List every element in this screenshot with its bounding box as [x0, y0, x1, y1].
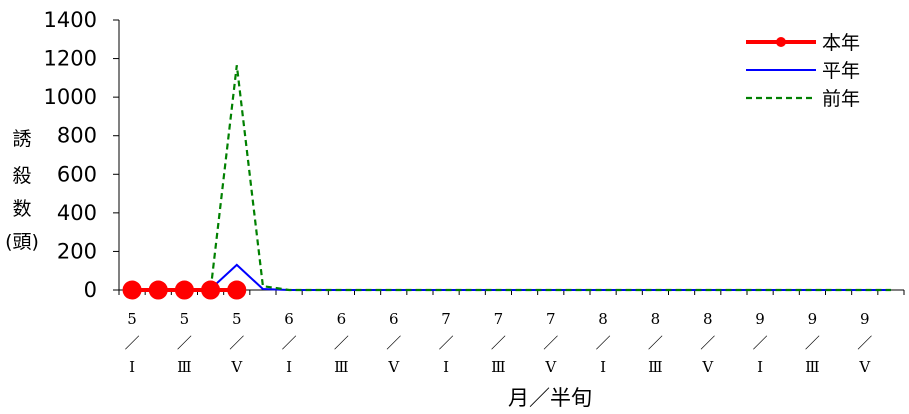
series-lines	[122, 65, 891, 300]
x-tick-label: 9	[808, 310, 818, 328]
legend-marker	[776, 37, 786, 47]
data-point	[174, 280, 194, 300]
x-tick-label: 6	[337, 310, 347, 328]
x-tick-label: ／	[805, 334, 820, 352]
x-tick-label: ／	[753, 334, 768, 352]
x-tick-label: Ⅴ	[387, 358, 400, 376]
data-point	[148, 280, 168, 300]
y-axis-label: 誘殺数 (頭)	[5, 128, 39, 253]
x-tick-label: Ⅲ	[805, 358, 819, 376]
x-tick-label: Ⅴ	[230, 358, 243, 376]
x-tick-label: ／	[648, 334, 663, 352]
x-tick-label: 8	[598, 310, 608, 328]
x-tick-label: Ⅴ	[544, 358, 557, 376]
legend-label: 本年	[822, 32, 860, 54]
x-tick-label: Ⅴ	[701, 358, 714, 376]
data-point	[122, 280, 142, 300]
y-tick-label: 1000	[44, 85, 97, 109]
x-tick-label: Ⅰ	[286, 358, 292, 376]
y-tick-label: 400	[57, 201, 97, 225]
x-tick-label: ／	[857, 334, 872, 352]
x-tick-label: ／	[177, 334, 192, 352]
x-tick-label: 5	[180, 310, 190, 328]
data-point	[227, 280, 247, 300]
x-tick-labels: 5 ／ Ⅰ 5 ／ Ⅲ 5 ／ Ⅴ 6 ／ Ⅰ 6 ／ Ⅲ 6 ／ Ⅴ 7 ／ Ⅰ 7 ／ Ⅲ 7 ／ Ⅴ 8 ／ Ⅰ 8 ／ Ⅲ 8 ／ Ⅴ 9 ／ Ⅰ 9…	[125, 310, 873, 376]
x-tick-label: Ⅰ	[757, 358, 763, 376]
x-tick-label: 6	[389, 310, 399, 328]
series-line-2	[132, 65, 891, 292]
x-tick-label: 8	[651, 310, 661, 328]
y-axis-label-part: 殺	[12, 165, 31, 187]
x-tick-label: 7	[494, 310, 504, 328]
x-tick-label: ／	[125, 334, 140, 352]
series-line-1	[132, 263, 891, 291]
x-tick-label: ／	[439, 334, 454, 352]
x-tick-label: ／	[229, 334, 244, 352]
x-tick-label: Ⅲ	[177, 358, 191, 376]
x-tick-label: Ⅰ	[129, 358, 135, 376]
x-tick-label: 5	[127, 310, 137, 328]
legend-label: 平年	[822, 60, 860, 82]
y-tick-label: 1400	[44, 8, 97, 32]
x-tick-label: Ⅲ	[491, 358, 505, 376]
y-tick-label: 200	[57, 239, 97, 263]
y-axis-label-part: (頭)	[5, 231, 39, 253]
axes	[113, 19, 905, 295]
x-tick-label: 6	[284, 310, 294, 328]
x-tick-label: ／	[282, 334, 297, 352]
x-tick-label: Ⅴ	[858, 358, 871, 376]
legend-label: 前年	[822, 88, 860, 110]
x-tick-label: ／	[334, 334, 349, 352]
y-axis-label-part: 誘	[12, 128, 31, 150]
x-tick-label: ／	[491, 334, 506, 352]
y-axis-label-part: 数	[12, 198, 31, 220]
x-tick-label: 8	[703, 310, 713, 328]
x-tick-label: Ⅰ	[600, 358, 606, 376]
x-tick-label: ／	[700, 334, 715, 352]
data-point	[201, 280, 221, 300]
x-axis-label: 月／半旬	[508, 386, 592, 410]
y-tick-labels: 0 200 400 600 800 1000 1200 1400	[44, 8, 97, 302]
x-tick-label: Ⅰ	[443, 358, 449, 376]
y-tick-label: 1200	[44, 47, 97, 71]
x-tick-label: Ⅲ	[648, 358, 662, 376]
x-tick-label: 9	[860, 310, 870, 328]
x-tick-label: ／	[543, 334, 558, 352]
y-tick-label: 0	[84, 278, 97, 302]
x-tick-label: ／	[386, 334, 401, 352]
x-tick-label: Ⅲ	[334, 358, 348, 376]
y-tick-label: 800	[57, 124, 97, 148]
x-tick-label: 5	[232, 310, 242, 328]
x-tick-label: 7	[441, 310, 451, 328]
x-tick-label: 9	[755, 310, 765, 328]
x-tick-label: ／	[596, 334, 611, 352]
x-tick-label: 7	[546, 310, 556, 328]
y-tick-label: 600	[57, 162, 97, 186]
